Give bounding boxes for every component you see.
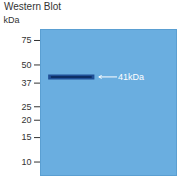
svg-text:37: 37 xyxy=(21,78,31,88)
svg-text:50: 50 xyxy=(21,60,31,70)
svg-text:10: 10 xyxy=(21,157,31,167)
svg-text:41kDa: 41kDa xyxy=(118,72,144,82)
svg-text:20: 20 xyxy=(21,115,31,125)
svg-text:25: 25 xyxy=(21,102,31,112)
svg-text:75: 75 xyxy=(21,35,31,45)
svg-text:kDa: kDa xyxy=(4,15,20,25)
html-text:Western Blot: Western Blot xyxy=(4,1,62,12)
svg-text:15: 15 xyxy=(21,132,31,142)
